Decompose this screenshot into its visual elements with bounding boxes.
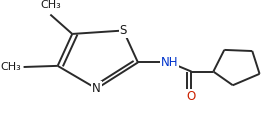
Text: NH: NH (161, 56, 178, 69)
Text: CH₃: CH₃ (1, 62, 21, 72)
Text: CH₃: CH₃ (40, 0, 61, 10)
Text: N: N (92, 82, 101, 95)
Text: O: O (187, 90, 196, 103)
Text: S: S (120, 24, 127, 37)
